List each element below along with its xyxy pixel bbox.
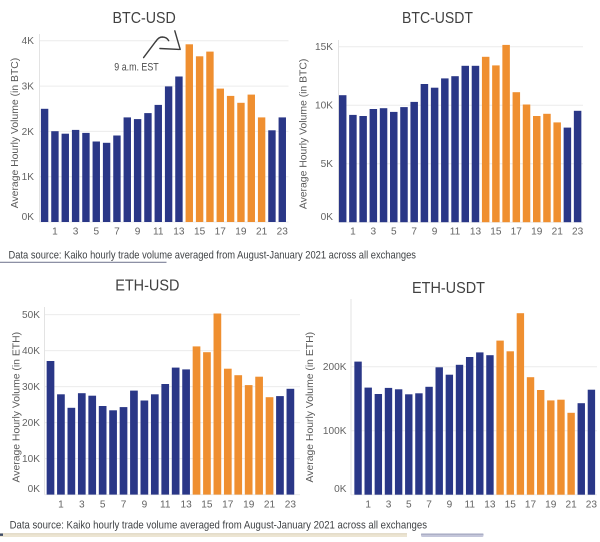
svg-text:15: 15	[490, 227, 502, 238]
svg-text:3: 3	[370, 227, 376, 238]
svg-text:30K: 30K	[22, 382, 40, 393]
svg-text:Average Hourly Volume (in ETH): Average Hourly Volume (in ETH)	[305, 332, 316, 483]
svg-text:9: 9	[432, 227, 438, 238]
svg-text:1: 1	[350, 227, 356, 238]
svg-text:Average Hourly Volume (in BTC): Average Hourly Volume (in BTC)	[298, 59, 309, 210]
svg-text:5: 5	[93, 227, 99, 238]
svg-text:19: 19	[545, 500, 557, 511]
svg-text:23: 23	[285, 500, 297, 511]
svg-text:Data source: Kaiko hourly trad: Data source: Kaiko hourly trade volume a…	[10, 519, 428, 531]
svg-text:10K: 10K	[315, 101, 333, 112]
svg-text:7: 7	[114, 227, 120, 238]
svg-text:11: 11	[450, 227, 461, 238]
svg-text:13: 13	[484, 500, 496, 511]
svg-text:19: 19	[235, 227, 247, 238]
svg-text:200K: 200K	[323, 362, 347, 373]
svg-text:17: 17	[525, 500, 537, 511]
svg-text:15: 15	[201, 500, 213, 511]
svg-text:1K: 1K	[22, 172, 35, 183]
svg-text:1: 1	[365, 500, 371, 511]
svg-text:19: 19	[531, 227, 543, 238]
svg-text:5: 5	[391, 227, 397, 238]
svg-text:21: 21	[552, 227, 564, 238]
svg-text:5: 5	[100, 500, 106, 511]
svg-text:2K: 2K	[22, 127, 35, 138]
svg-text:23: 23	[277, 227, 289, 238]
svg-text:15K: 15K	[315, 42, 333, 53]
svg-text:13: 13	[180, 500, 192, 511]
svg-text:40K: 40K	[22, 346, 40, 357]
svg-text:20K: 20K	[22, 418, 40, 429]
svg-text:9 a.m. EST: 9 a.m. EST	[114, 62, 159, 74]
svg-text:50K: 50K	[22, 310, 40, 321]
svg-text:13: 13	[173, 227, 185, 238]
svg-text:23: 23	[586, 500, 598, 511]
svg-text:0K: 0K	[22, 212, 35, 223]
svg-text:21: 21	[256, 227, 268, 238]
svg-text:19: 19	[243, 500, 255, 511]
svg-text:11: 11	[160, 500, 171, 511]
svg-text:13: 13	[470, 227, 482, 238]
svg-text:4K: 4K	[22, 36, 35, 47]
svg-text:1: 1	[52, 227, 58, 238]
svg-text:10K: 10K	[22, 454, 40, 465]
svg-text:23: 23	[572, 227, 584, 238]
svg-text:7: 7	[121, 500, 127, 511]
svg-text:Data source: Kaiko hourly trad: Data source: Kaiko hourly trade volume a…	[9, 249, 417, 261]
svg-text:9: 9	[447, 500, 453, 511]
svg-text:BTC-USD: BTC-USD	[113, 10, 176, 27]
svg-text:7: 7	[411, 227, 417, 238]
svg-text:11: 11	[464, 500, 475, 511]
svg-text:21: 21	[565, 500, 577, 511]
svg-text:0K: 0K	[28, 484, 41, 495]
svg-text:9: 9	[142, 500, 148, 511]
svg-text:100K: 100K	[323, 426, 347, 437]
svg-text:BTC-USDT: BTC-USDT	[402, 10, 473, 27]
svg-text:Average Hourly Volume (in BTC): Average Hourly Volume (in BTC)	[10, 58, 21, 209]
svg-text:17: 17	[222, 500, 234, 511]
svg-text:3K: 3K	[22, 82, 35, 93]
svg-text:ETH-USD: ETH-USD	[115, 278, 179, 295]
svg-text:3: 3	[79, 500, 85, 511]
svg-text:3: 3	[73, 227, 79, 238]
svg-text:7: 7	[426, 500, 432, 511]
svg-text:5K: 5K	[321, 159, 334, 170]
svg-text:0K: 0K	[321, 212, 334, 223]
svg-text:5: 5	[406, 500, 412, 511]
svg-text:15: 15	[505, 500, 517, 511]
svg-text:ETH-USDT: ETH-USDT	[412, 280, 485, 297]
svg-text:1: 1	[58, 500, 64, 511]
svg-text:9: 9	[135, 227, 141, 238]
svg-text:17: 17	[511, 227, 523, 238]
svg-text:15: 15	[194, 227, 206, 238]
svg-text:0K: 0K	[334, 484, 347, 495]
svg-text:Average Hourly Volume (in ETH): Average Hourly Volume (in ETH)	[12, 332, 23, 483]
svg-text:17: 17	[215, 227, 227, 238]
svg-text:21: 21	[264, 500, 276, 511]
svg-text:3: 3	[386, 500, 392, 511]
svg-text:11: 11	[153, 227, 164, 238]
